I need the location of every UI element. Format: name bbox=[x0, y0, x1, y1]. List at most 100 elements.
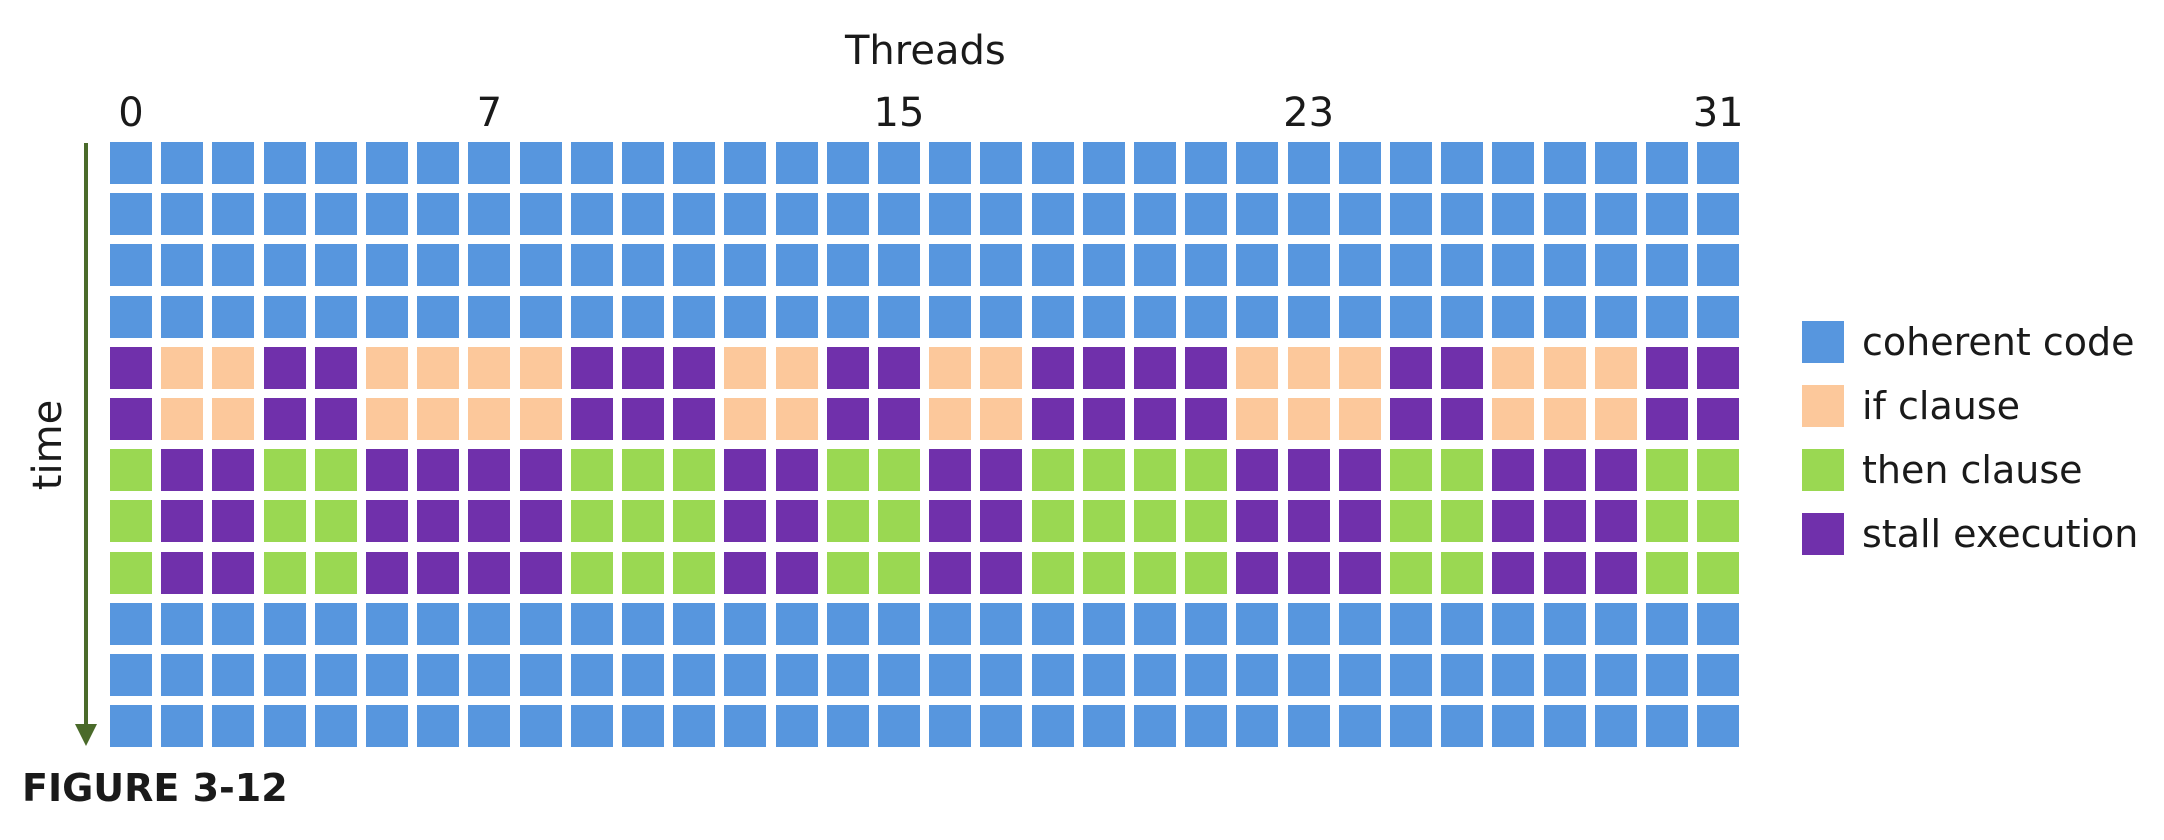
cell-stall bbox=[212, 500, 255, 543]
cell-coherent bbox=[161, 142, 204, 184]
cell-then bbox=[878, 551, 920, 594]
cell-coherent bbox=[826, 705, 869, 748]
cell-then bbox=[878, 449, 920, 492]
cell-stall bbox=[1543, 551, 1586, 594]
cell-coherent bbox=[1185, 705, 1228, 748]
cell-if bbox=[366, 398, 408, 440]
cell-coherent bbox=[110, 654, 152, 696]
cell-coherent bbox=[673, 142, 716, 184]
cell-if bbox=[519, 346, 562, 389]
cell-stall bbox=[110, 346, 152, 389]
cell-then bbox=[263, 551, 306, 594]
cell-coherent bbox=[929, 142, 972, 184]
cell-if bbox=[775, 346, 818, 389]
cell-coherent bbox=[878, 602, 920, 645]
cell-coherent bbox=[1236, 142, 1279, 184]
cell-then bbox=[314, 500, 357, 543]
cell-stall bbox=[366, 500, 408, 543]
cell-then bbox=[1134, 551, 1176, 594]
cell-then bbox=[110, 551, 152, 594]
cell-stall bbox=[775, 500, 818, 543]
cell-coherent bbox=[1338, 602, 1381, 645]
cell-coherent bbox=[929, 193, 972, 236]
cell-then bbox=[622, 449, 664, 492]
cell-stall bbox=[1338, 551, 1381, 594]
cell-stall bbox=[366, 551, 408, 594]
cell-coherent bbox=[212, 654, 255, 696]
cell-coherent bbox=[1543, 142, 1586, 184]
cell-if bbox=[1492, 398, 1535, 440]
cell-coherent bbox=[1697, 295, 1740, 338]
cell-coherent bbox=[1543, 654, 1586, 696]
cell-coherent bbox=[775, 705, 818, 748]
cell-coherent bbox=[622, 142, 664, 184]
cell-stall bbox=[314, 346, 357, 389]
cell-coherent bbox=[1031, 295, 1074, 338]
cell-then bbox=[1646, 449, 1688, 492]
cell-coherent bbox=[570, 193, 613, 236]
cell-stall bbox=[826, 346, 869, 389]
cell-coherent bbox=[212, 193, 255, 236]
cell-stall bbox=[929, 449, 972, 492]
cell-stall bbox=[1185, 346, 1228, 389]
cell-coherent bbox=[161, 295, 204, 338]
cell-coherent bbox=[110, 142, 152, 184]
cell-coherent bbox=[468, 295, 511, 338]
cell-coherent bbox=[161, 654, 204, 696]
cell-coherent bbox=[1594, 295, 1637, 338]
legend-item-if: if clause bbox=[1802, 385, 2162, 429]
cell-coherent bbox=[1543, 244, 1586, 287]
cell-coherent bbox=[1646, 244, 1688, 287]
cell-coherent bbox=[570, 705, 613, 748]
cell-coherent bbox=[1646, 193, 1688, 236]
cell-stall bbox=[1697, 398, 1740, 440]
cell-stall bbox=[263, 346, 306, 389]
cell-coherent bbox=[1134, 142, 1176, 184]
cell-coherent bbox=[1031, 602, 1074, 645]
cell-coherent bbox=[878, 654, 920, 696]
cell-stall bbox=[1134, 398, 1176, 440]
cell-coherent bbox=[417, 705, 460, 748]
thread-tick-0: 0 bbox=[118, 90, 144, 136]
cell-coherent bbox=[724, 602, 767, 645]
cell-coherent bbox=[1236, 654, 1279, 696]
cell-then bbox=[1031, 449, 1074, 492]
cell-stall bbox=[929, 500, 972, 543]
cell-coherent bbox=[775, 602, 818, 645]
cell-if bbox=[1338, 398, 1381, 440]
cell-coherent bbox=[775, 193, 818, 236]
cell-then bbox=[110, 449, 152, 492]
cell-coherent bbox=[980, 705, 1023, 748]
cell-coherent bbox=[1287, 295, 1330, 338]
threads-axis-title: Threads bbox=[845, 28, 1006, 74]
cell-stall bbox=[775, 449, 818, 492]
cell-then bbox=[1031, 551, 1074, 594]
cell-coherent bbox=[1646, 602, 1688, 645]
cell-coherent bbox=[417, 602, 460, 645]
time-arrow-head bbox=[75, 724, 97, 746]
cell-stall bbox=[878, 398, 920, 440]
cell-stall bbox=[1082, 346, 1125, 389]
cell-then bbox=[263, 500, 306, 543]
cell-coherent bbox=[417, 142, 460, 184]
cell-stall bbox=[1287, 449, 1330, 492]
cell-then bbox=[570, 449, 613, 492]
cell-stall bbox=[980, 500, 1023, 543]
cell-coherent bbox=[263, 244, 306, 287]
cell-coherent bbox=[468, 244, 511, 287]
cell-stall bbox=[1338, 449, 1381, 492]
cell-coherent bbox=[929, 244, 972, 287]
cell-coherent bbox=[263, 142, 306, 184]
cell-coherent bbox=[1543, 295, 1586, 338]
cell-coherent bbox=[622, 244, 664, 287]
cell-if bbox=[1543, 346, 1586, 389]
cell-stall bbox=[724, 551, 767, 594]
cell-stall bbox=[1543, 449, 1586, 492]
legend-swatch-stall bbox=[1802, 513, 1844, 555]
cell-then bbox=[826, 551, 869, 594]
thread-tick-31: 31 bbox=[1692, 90, 1744, 136]
cell-if bbox=[519, 398, 562, 440]
cell-stall bbox=[1287, 551, 1330, 594]
cell-coherent bbox=[1697, 654, 1740, 696]
cell-stall bbox=[1697, 346, 1740, 389]
